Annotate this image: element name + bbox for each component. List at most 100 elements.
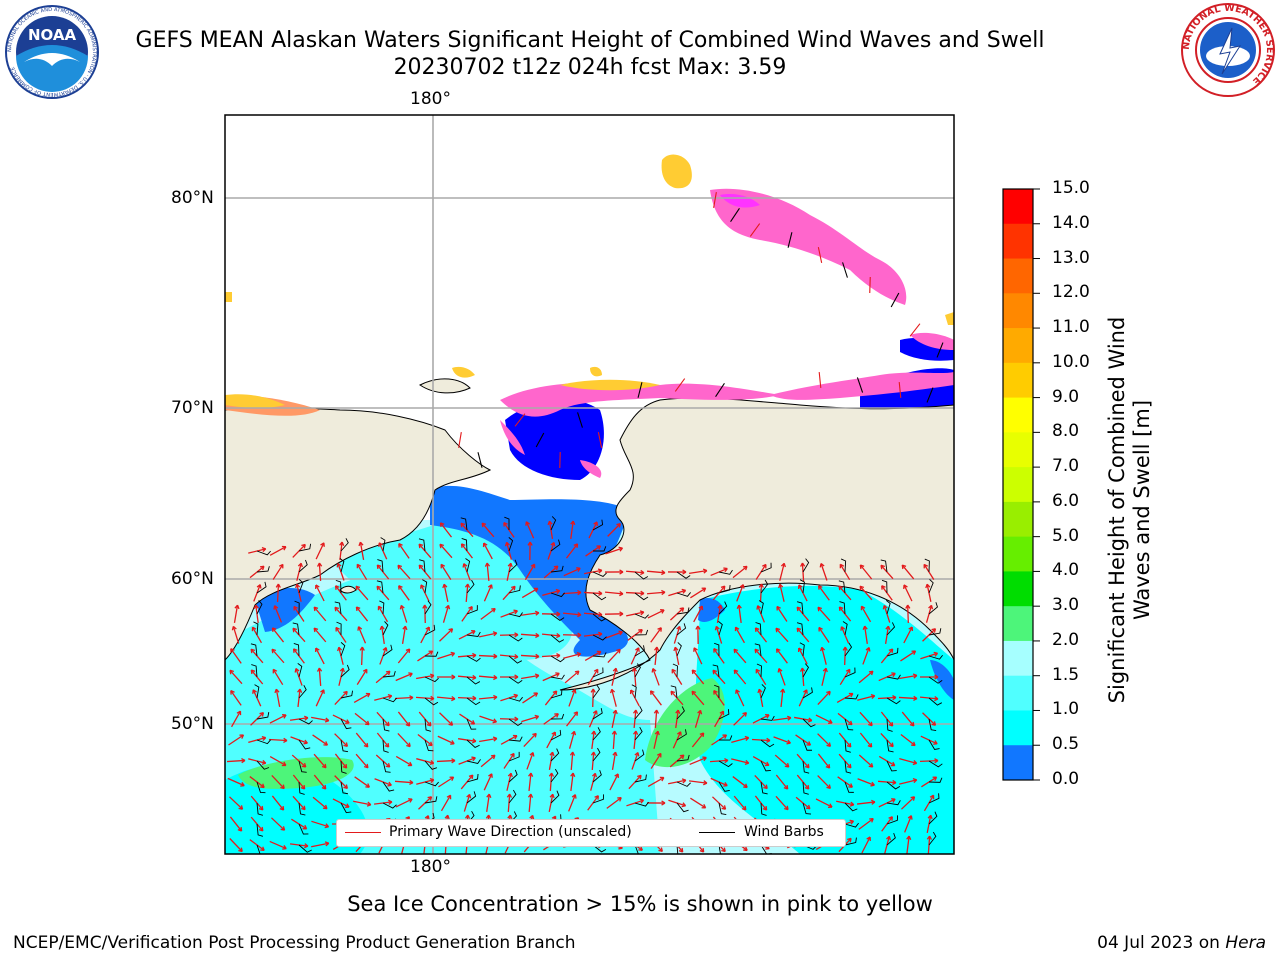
wave-arrow <box>478 696 498 700</box>
wave-arrow <box>691 669 705 685</box>
wave-arrow <box>440 564 452 580</box>
wave-arrow-head <box>239 734 245 739</box>
chart-title: GEFS MEAN Alaskan Waters Significant Hei… <box>135 28 1045 53</box>
wave-arrow-head <box>840 626 846 631</box>
wave-arrow-head <box>681 778 687 784</box>
wind-barb <box>718 709 730 720</box>
wave-arrow-head <box>882 604 888 610</box>
wave-arrow-head <box>911 650 917 655</box>
wind-barb <box>676 781 691 787</box>
wave-arrow-head <box>658 847 663 853</box>
wind-barb <box>634 645 645 657</box>
wave-arrow <box>818 371 822 389</box>
wave-arrow <box>315 584 325 602</box>
wave-arrow-head <box>869 817 874 823</box>
wave-arrow <box>597 432 603 448</box>
wave-arrow <box>688 780 708 784</box>
wave-arrow-head <box>261 735 267 741</box>
wind-barb <box>256 844 261 854</box>
wave-arrow-head <box>640 569 645 576</box>
wind-barb <box>634 801 649 807</box>
wind-barb <box>340 664 350 678</box>
wind-barb <box>334 601 342 615</box>
wind-barb <box>298 739 311 750</box>
wave-arrow-head <box>481 522 487 528</box>
colorbar-tick-label: 7.0 <box>1052 456 1080 477</box>
wave-arrow-head <box>429 778 435 784</box>
wave-arrow-head <box>910 796 916 801</box>
wave-arrow <box>674 378 686 392</box>
wind-barb <box>466 791 477 804</box>
wave-arrow <box>270 817 286 831</box>
wave-arrow-head <box>385 721 390 727</box>
wave-arrow-head <box>493 694 498 701</box>
map-frame <box>224 114 955 855</box>
wave-arrow-head <box>598 590 603 596</box>
wave-arrow <box>612 730 616 750</box>
wind-barb <box>508 612 523 618</box>
wave-arrow <box>691 732 705 748</box>
wave-arrow <box>859 585 873 601</box>
colorbar-tick-label: 1.5 <box>1052 664 1080 685</box>
wave-arrow <box>354 776 370 788</box>
wind-barb <box>796 622 804 636</box>
wave-arrow-head <box>699 732 705 738</box>
wave-arrow-head <box>470 720 476 725</box>
wave-arrow <box>570 520 574 540</box>
wave-arrow-head <box>321 763 327 769</box>
wave-arrow <box>817 775 831 789</box>
wind-barb <box>926 387 934 403</box>
wind-barb <box>550 565 564 573</box>
wave-arrow-head <box>365 692 371 698</box>
wave-arrow-head <box>339 541 345 546</box>
wave-arrow <box>398 543 410 559</box>
wave-arrow-head <box>597 568 603 574</box>
wave-arrow-head <box>387 781 392 787</box>
wave-arrow <box>650 753 662 769</box>
wave-arrow-head <box>229 669 235 675</box>
wave-arrow-head <box>870 693 876 700</box>
wind-barb <box>713 642 720 657</box>
wave-arrow-head <box>385 670 391 676</box>
wave-arrow-head <box>460 522 466 528</box>
wave-arrow-head <box>555 672 560 678</box>
wind-barb <box>592 684 601 699</box>
wave-arrow <box>395 672 413 682</box>
wave-arrow-head <box>777 668 783 673</box>
wave-arrow-head <box>889 742 894 748</box>
wave-arrow-head <box>651 668 657 673</box>
wave-arrow-head <box>491 607 496 613</box>
wave-arrow-head <box>659 776 665 782</box>
wave-arrow <box>646 570 666 574</box>
wave-arrow <box>898 381 902 399</box>
wave-arrow-head <box>735 689 740 694</box>
wave-arrow-head <box>892 779 897 786</box>
wave-arrow-head <box>427 796 433 801</box>
wind-barb <box>840 558 847 573</box>
wind-barb <box>928 602 938 615</box>
wave-arrow-head <box>934 674 939 680</box>
wave-arrow-head <box>926 835 933 840</box>
wave-arrow-head <box>464 583 471 588</box>
wave-arrow <box>568 689 576 707</box>
wave-arrow <box>439 712 453 726</box>
wave-arrow <box>359 542 365 560</box>
wind-barb <box>676 802 689 813</box>
wave-arrow <box>520 654 540 658</box>
wave-arrow-head <box>695 625 701 630</box>
wave-arrow <box>481 522 495 538</box>
wave-arrow-head <box>614 773 620 779</box>
wind-barb <box>550 689 563 699</box>
wave-arrow-head <box>885 835 892 841</box>
wave-arrow-head <box>800 562 806 567</box>
wave-arrow-head <box>451 674 456 680</box>
noaa-logo-text: NOAA <box>28 26 77 44</box>
wave-arrow <box>312 734 328 746</box>
wave-arrow-head <box>742 565 748 571</box>
wave-arrow-head <box>323 741 329 746</box>
wave-arrow <box>523 733 537 747</box>
chart-subtitle: 20230702 t12z 024h fcst Max: 3.59 <box>393 55 787 80</box>
wave-arrow <box>269 756 287 766</box>
wave-arrow-head <box>639 798 645 804</box>
wave-arrow-head <box>356 563 362 569</box>
